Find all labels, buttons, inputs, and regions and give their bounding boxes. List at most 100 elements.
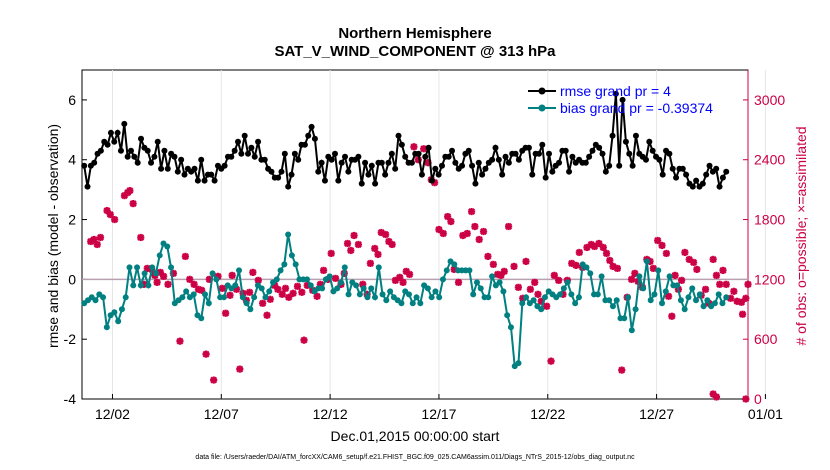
obs-count-marker [90, 235, 98, 244]
bias-point [383, 297, 390, 304]
obs-count-marker [226, 291, 234, 299]
obs-count-marker [439, 229, 447, 238]
rmse-point [716, 183, 723, 190]
obs-count-marker [722, 280, 730, 288]
bias-point [198, 315, 205, 322]
bias-point [209, 270, 216, 277]
rmse-point [288, 171, 295, 178]
rmse-point [154, 138, 161, 145]
rmse-point [438, 162, 445, 169]
bias-point [326, 273, 333, 280]
obs-count-marker [388, 240, 396, 249]
bias-point [281, 261, 288, 268]
bias-point [651, 291, 658, 298]
y-tick-label-left: 6 [68, 92, 76, 108]
rmse-point [699, 180, 706, 187]
rmse-point [609, 132, 616, 139]
y-axis-label-left: rmse and bias (model - observation) [45, 124, 61, 348]
rmse-point [395, 132, 402, 139]
rmse-point [174, 168, 181, 175]
bias-point [424, 285, 431, 292]
bias-point [371, 294, 378, 301]
obs-count-marker [236, 365, 244, 373]
rmse-point [435, 171, 442, 178]
legend-bias-label: bias grand pr = -0.39374 [560, 100, 713, 116]
rmse-point [562, 147, 569, 154]
bias-point [213, 276, 220, 283]
y-tick-label-left: 2 [68, 212, 76, 228]
bias-point [674, 282, 681, 289]
obs-count-marker [572, 261, 580, 270]
rmse-point [104, 141, 111, 148]
y-tick-label-right: 1200 [754, 271, 785, 287]
obs-count-marker [489, 260, 497, 269]
obs-count-marker [319, 266, 328, 274]
rmse-point [365, 171, 372, 178]
x-tick-label: 01/01 [748, 406, 783, 422]
rmse-point [305, 132, 312, 139]
rmse-point [505, 159, 512, 166]
rmse-point [261, 156, 268, 163]
bias-point [152, 270, 159, 277]
rmse-point [723, 168, 730, 175]
rmse-point [114, 129, 121, 136]
obs-count-marker [514, 283, 522, 291]
rmse-point [626, 150, 633, 157]
rmse-point [402, 153, 409, 160]
bias-point [575, 294, 582, 301]
bias-point [428, 294, 435, 301]
rmse-point [372, 180, 379, 187]
bias-point [700, 303, 707, 310]
obs-count-marker [463, 229, 471, 238]
obs-count-marker [550, 271, 558, 279]
rmse-point [482, 165, 489, 172]
rmse-point [669, 165, 676, 172]
bias-point [341, 264, 348, 271]
obs-count-marker [716, 280, 724, 288]
obs-count-marker [126, 187, 134, 195]
obs-count-marker [259, 299, 267, 307]
bias-point [523, 294, 530, 301]
rmse-point [124, 153, 131, 160]
bias-point [443, 267, 450, 274]
rmse-point [469, 162, 476, 169]
bias-point [439, 276, 446, 283]
bias-point [659, 300, 666, 307]
rmse-point [151, 153, 158, 160]
obs-count-marker [693, 265, 701, 273]
bias-point [375, 264, 382, 271]
rmse-point [382, 171, 389, 178]
rmse-point [138, 135, 145, 142]
rmse-point [619, 96, 626, 103]
bias-point [647, 297, 654, 304]
rmse-point [602, 168, 609, 175]
rmse-point [201, 177, 208, 184]
rmse-point [392, 165, 399, 172]
bias-point [530, 297, 537, 304]
obs-count-marker [738, 310, 747, 318]
bias-point [405, 291, 412, 298]
obs-count-marker [662, 249, 670, 258]
bias-point [723, 294, 730, 301]
rmse-point [642, 156, 649, 163]
rmse-point [275, 174, 282, 181]
obs-count-marker [263, 311, 271, 319]
obs-count-marker [668, 312, 676, 320]
obs-count-marker [744, 280, 752, 288]
obs-count-marker [374, 250, 382, 259]
obs-count-marker [371, 244, 379, 253]
rmse-point [248, 144, 255, 151]
y-tick-label-right: 2400 [754, 152, 785, 168]
rmse-point [489, 156, 496, 163]
rmse-point [121, 120, 128, 127]
obs-count-marker [405, 270, 414, 278]
bias-point [179, 294, 186, 301]
obs-count-marker [475, 235, 483, 244]
rmse-point [358, 180, 365, 187]
rmse-point [131, 153, 138, 160]
rmse-point [539, 141, 546, 148]
rmse-point [321, 177, 328, 184]
bias-point [100, 294, 107, 301]
obs-count-marker [447, 217, 455, 226]
